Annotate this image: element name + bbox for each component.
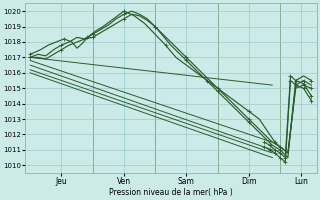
X-axis label: Pression niveau de la mer( hPa ): Pression niveau de la mer( hPa ) [109,188,233,197]
